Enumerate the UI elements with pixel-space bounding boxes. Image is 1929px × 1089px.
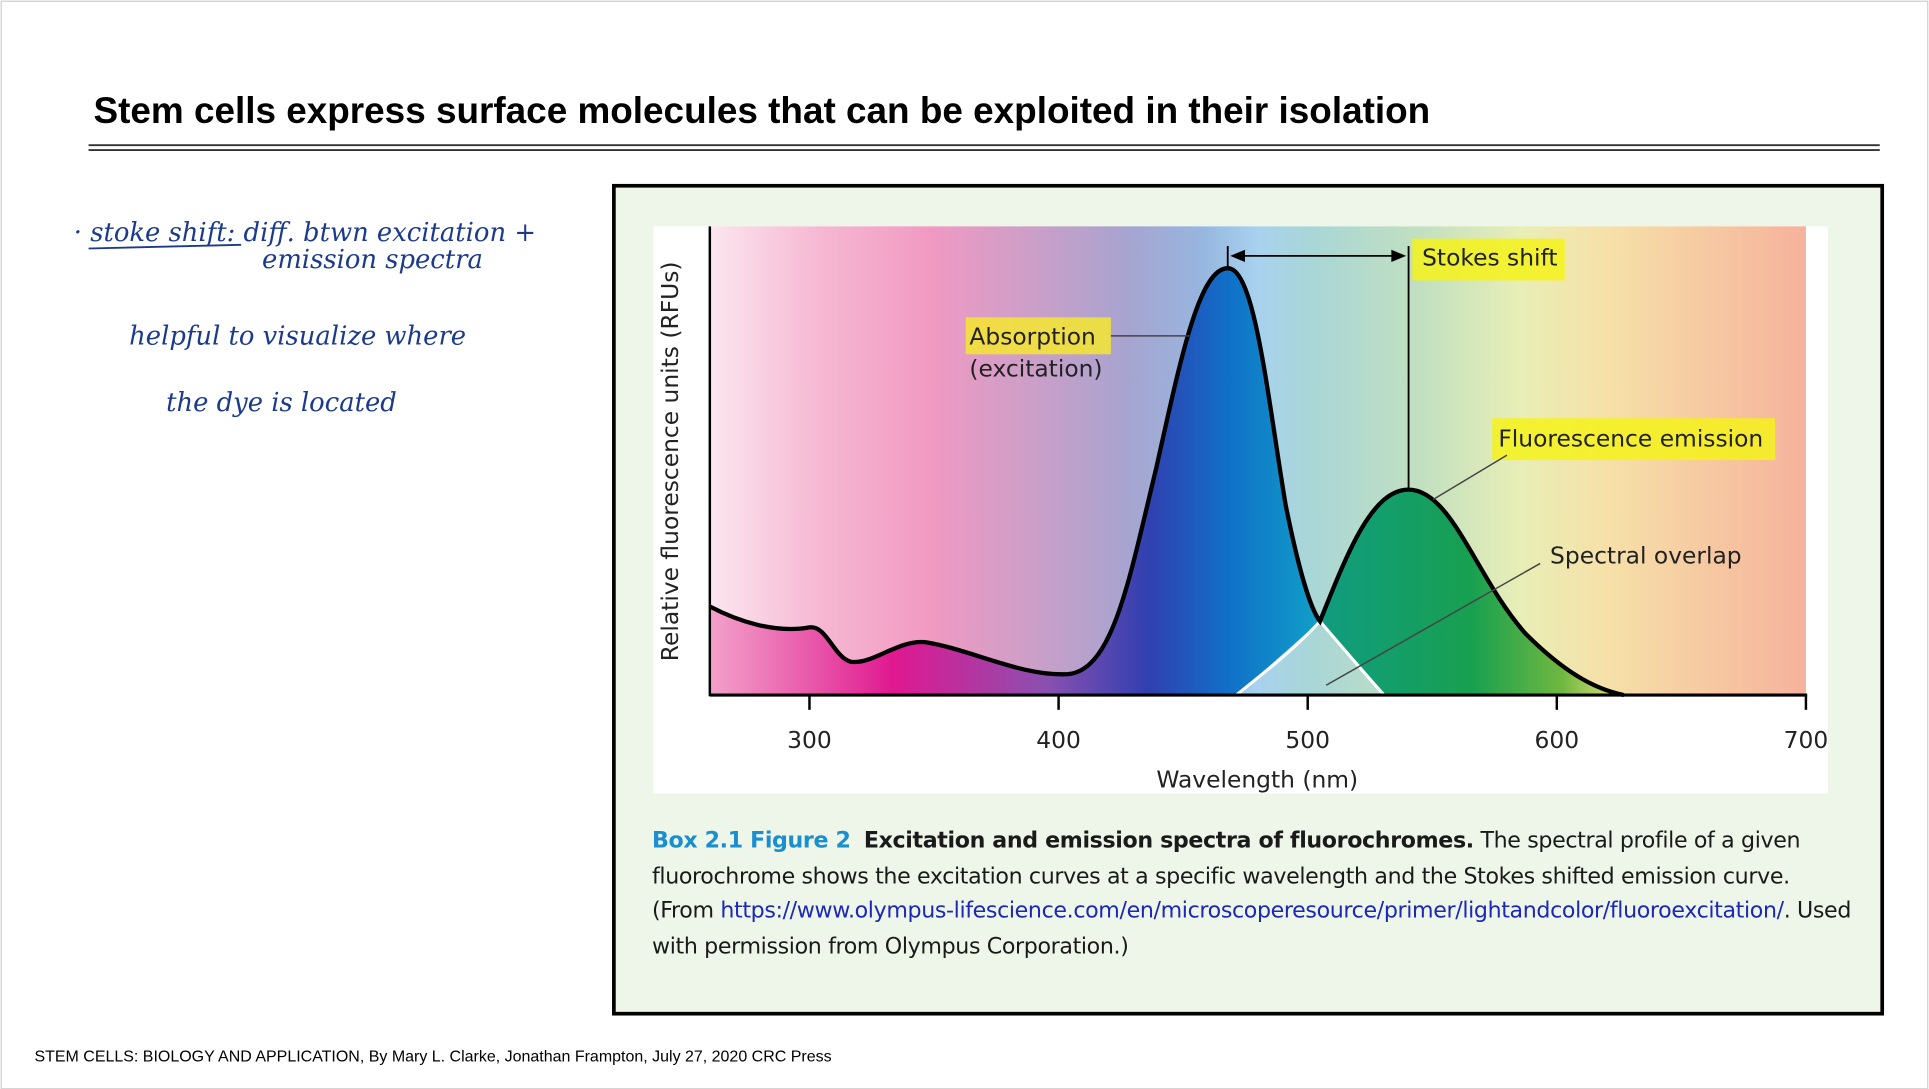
note-underline	[88, 243, 242, 250]
x-tick-label: 300	[787, 726, 832, 754]
annotation: Stokes shift	[1422, 244, 1557, 272]
caption-label: Box 2.1 Figure 2	[652, 827, 851, 854]
x-tick-label: 400	[1036, 726, 1081, 754]
highlight	[965, 317, 1111, 355]
caption-text: . Used with permission from Olympus Corp…	[652, 898, 1852, 959]
spectrum-curve	[708, 266, 1625, 698]
caption-link[interactable]: https://www.olympus-lifescience.com/en/m…	[720, 898, 1784, 924]
caption-text: The spectral profile of a given fluoroch…	[652, 827, 1801, 924]
caption-heading: Excitation and emission spectra of fluor…	[863, 827, 1474, 854]
annotation: Fluorescence emission	[1498, 425, 1763, 453]
highlight	[1492, 418, 1776, 461]
footer: STEM CELLS: BIOLOGY AND APPLICATION, By …	[34, 1049, 831, 1066]
annotation: (excitation)	[969, 354, 1102, 382]
annotation: Spectral overlap	[1550, 541, 1742, 569]
x-tick-label: 700	[1784, 726, 1829, 754]
highlight	[1412, 238, 1565, 281]
handwritten-note: · stoke shift: diff. btwn excitation +	[74, 218, 536, 248]
x-tick-label: 500	[1285, 726, 1330, 754]
slide-title: Stem cells express surface molecules tha…	[93, 90, 1430, 131]
emission-fill	[1320, 489, 1624, 696]
figure-caption: Box 2.1 Figure 2 Excitation and emission…	[652, 824, 1851, 964]
handwritten-note: helpful to visualize where	[129, 321, 466, 351]
handwritten-note: the dye is located	[166, 388, 397, 418]
leader-line	[1432, 454, 1508, 501]
y-axis-label: Relative fluorescence units (RFUs)	[656, 261, 684, 661]
absorption-fill	[709, 268, 1321, 696]
x-tick-label: 600	[1535, 726, 1580, 754]
annotation: Absorption	[969, 322, 1095, 350]
x-axis-label: Wavelength (nm)	[1156, 765, 1358, 793]
leader-line	[1325, 562, 1541, 686]
handwritten-note: emission spectra	[262, 245, 483, 275]
